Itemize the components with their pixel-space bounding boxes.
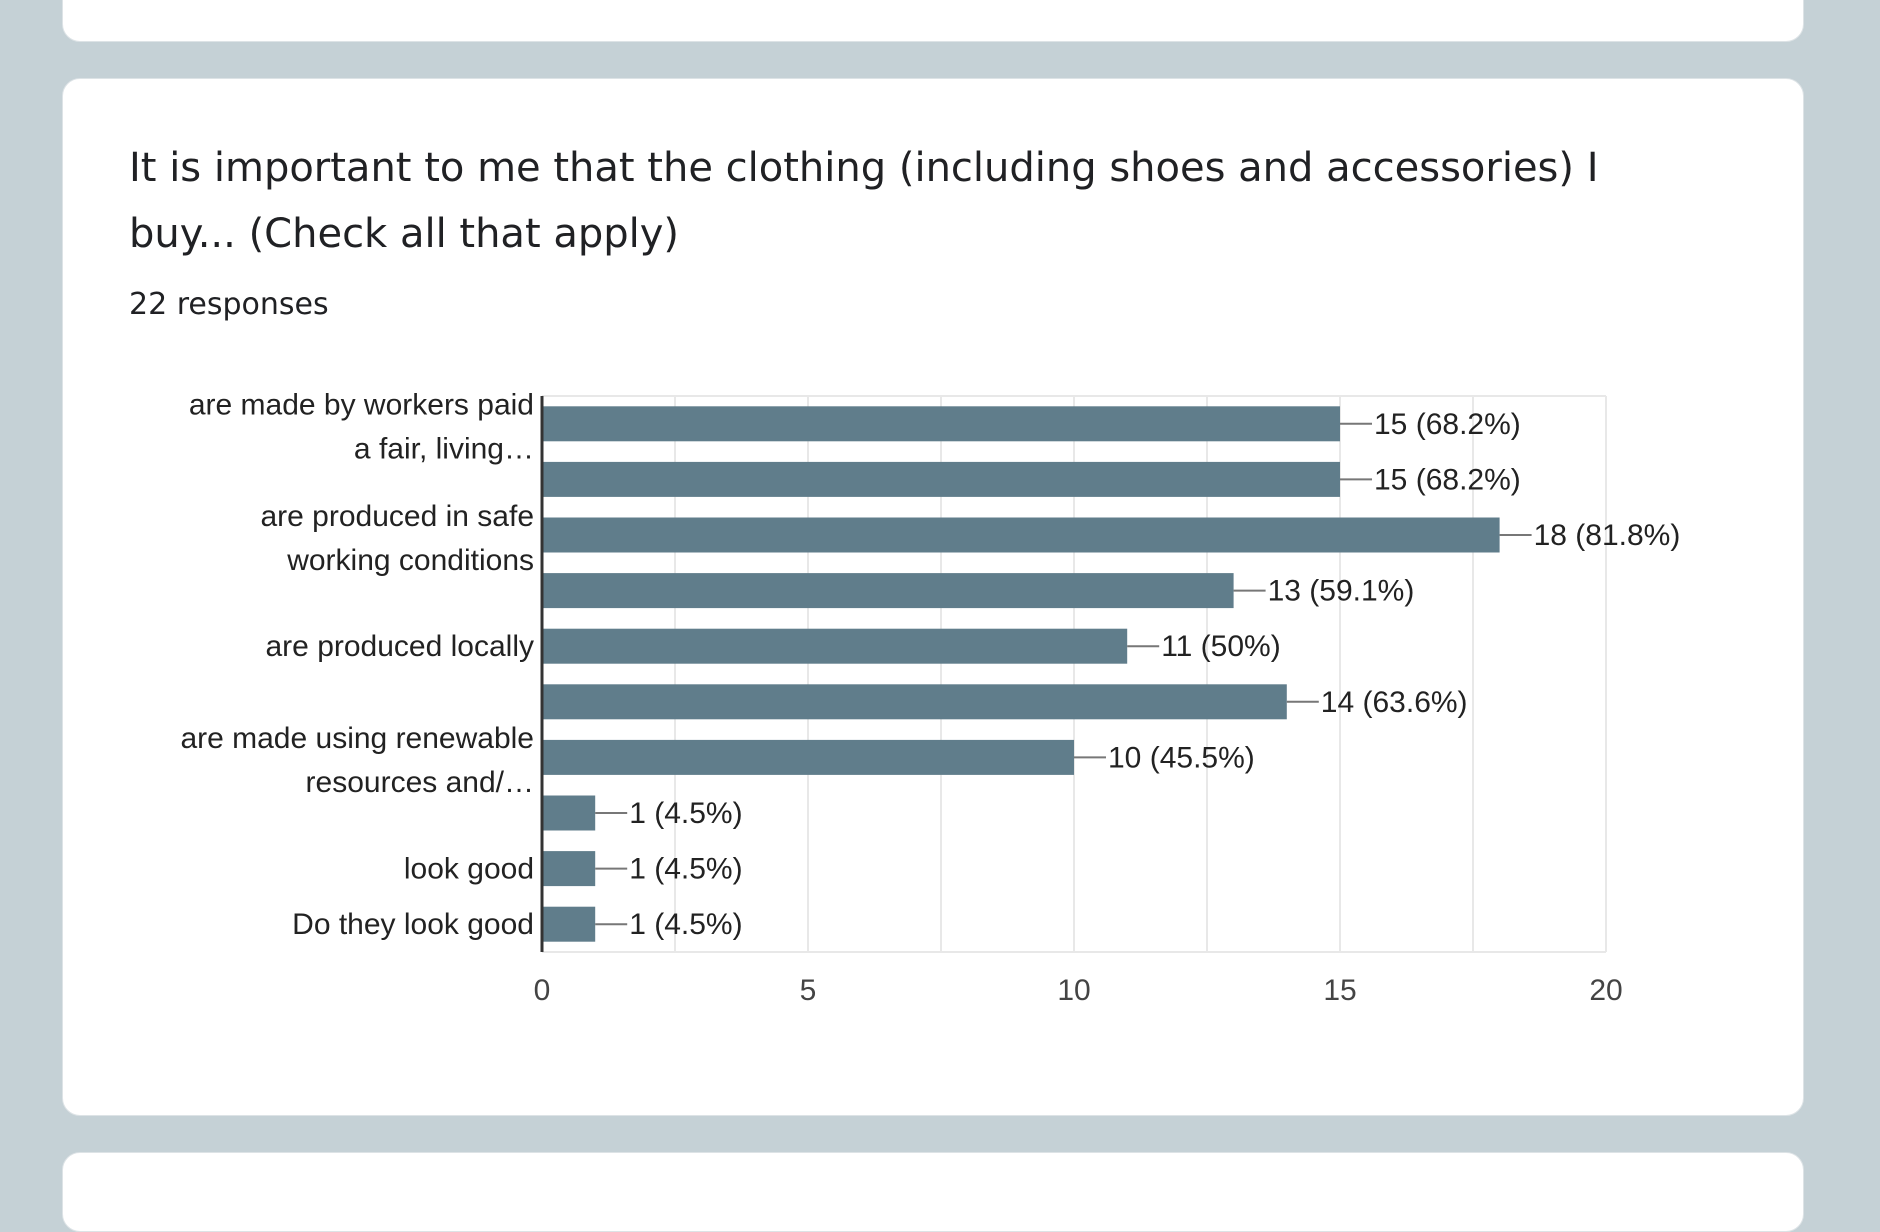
bar xyxy=(542,406,1340,442)
previous-question-card xyxy=(62,0,1804,42)
bar xyxy=(542,461,1340,497)
data-label: 1 (4.5%) xyxy=(629,908,742,941)
x-tick-label: 5 xyxy=(800,974,817,1007)
data-label: 11 (50%) xyxy=(1161,630,1281,663)
bar xyxy=(542,906,596,942)
data-label: 13 (59.1%) xyxy=(1268,575,1415,608)
category-label: look good xyxy=(404,853,534,886)
category-label: Do they look good xyxy=(292,908,534,941)
bar xyxy=(542,795,596,831)
x-tick-label: 15 xyxy=(1323,974,1356,1007)
data-label: 10 (45.5%) xyxy=(1108,741,1255,774)
next-question-card xyxy=(62,1152,1804,1232)
category-label: are made by workers paid a fair, living… xyxy=(189,389,534,466)
x-tick-label: 10 xyxy=(1057,974,1090,1007)
bar xyxy=(542,851,596,887)
question-title: It is important to me that the clothing … xyxy=(129,145,1599,257)
data-label: 15 (68.2%) xyxy=(1374,463,1521,496)
data-label: 1 (4.5%) xyxy=(629,853,742,886)
data-label: 15 (68.2%) xyxy=(1374,408,1521,441)
x-tick-label: 20 xyxy=(1589,974,1622,1007)
bar-chart: 0 5 10 15 20 15 (68.2%) 15 (68.2%) 18 (81.8%) 13… xyxy=(180,389,1681,1007)
bar xyxy=(542,517,1500,553)
bar xyxy=(542,739,1074,775)
bar xyxy=(542,684,1287,720)
category-label: are produced in safe working conditions xyxy=(260,500,534,577)
response-count: 22 responses xyxy=(129,287,329,322)
data-label: 1 (4.5%) xyxy=(629,797,742,830)
data-label: 14 (63.6%) xyxy=(1321,686,1468,719)
x-tick-label: 0 xyxy=(534,974,551,1007)
category-label: are made using renewable resources and/… xyxy=(180,722,534,799)
bar xyxy=(542,573,1234,609)
data-label: 18 (81.8%) xyxy=(1534,519,1681,552)
bar xyxy=(542,628,1128,664)
category-label: are produced locally xyxy=(266,630,535,663)
